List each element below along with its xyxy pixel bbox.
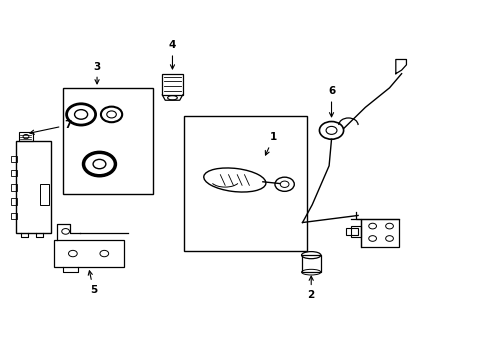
- Bar: [346, 228, 357, 235]
- Bar: [10, 184, 17, 191]
- Text: 2: 2: [307, 276, 314, 300]
- Text: 5: 5: [88, 271, 97, 295]
- Text: 6: 6: [327, 86, 334, 117]
- Bar: [301, 255, 320, 272]
- Bar: [183, 116, 307, 251]
- Bar: [41, 184, 49, 205]
- Bar: [19, 132, 33, 141]
- Bar: [10, 156, 17, 162]
- Bar: [63, 88, 152, 194]
- Bar: [53, 240, 123, 267]
- Text: 4: 4: [168, 40, 176, 69]
- Bar: [16, 141, 51, 233]
- Bar: [10, 198, 17, 205]
- Bar: [10, 213, 17, 219]
- Text: 7: 7: [30, 120, 72, 134]
- Bar: [350, 226, 361, 237]
- Bar: [360, 219, 398, 247]
- Text: 1: 1: [265, 132, 277, 155]
- Bar: [10, 170, 17, 176]
- Text: 3: 3: [93, 62, 101, 84]
- Bar: [162, 74, 182, 95]
